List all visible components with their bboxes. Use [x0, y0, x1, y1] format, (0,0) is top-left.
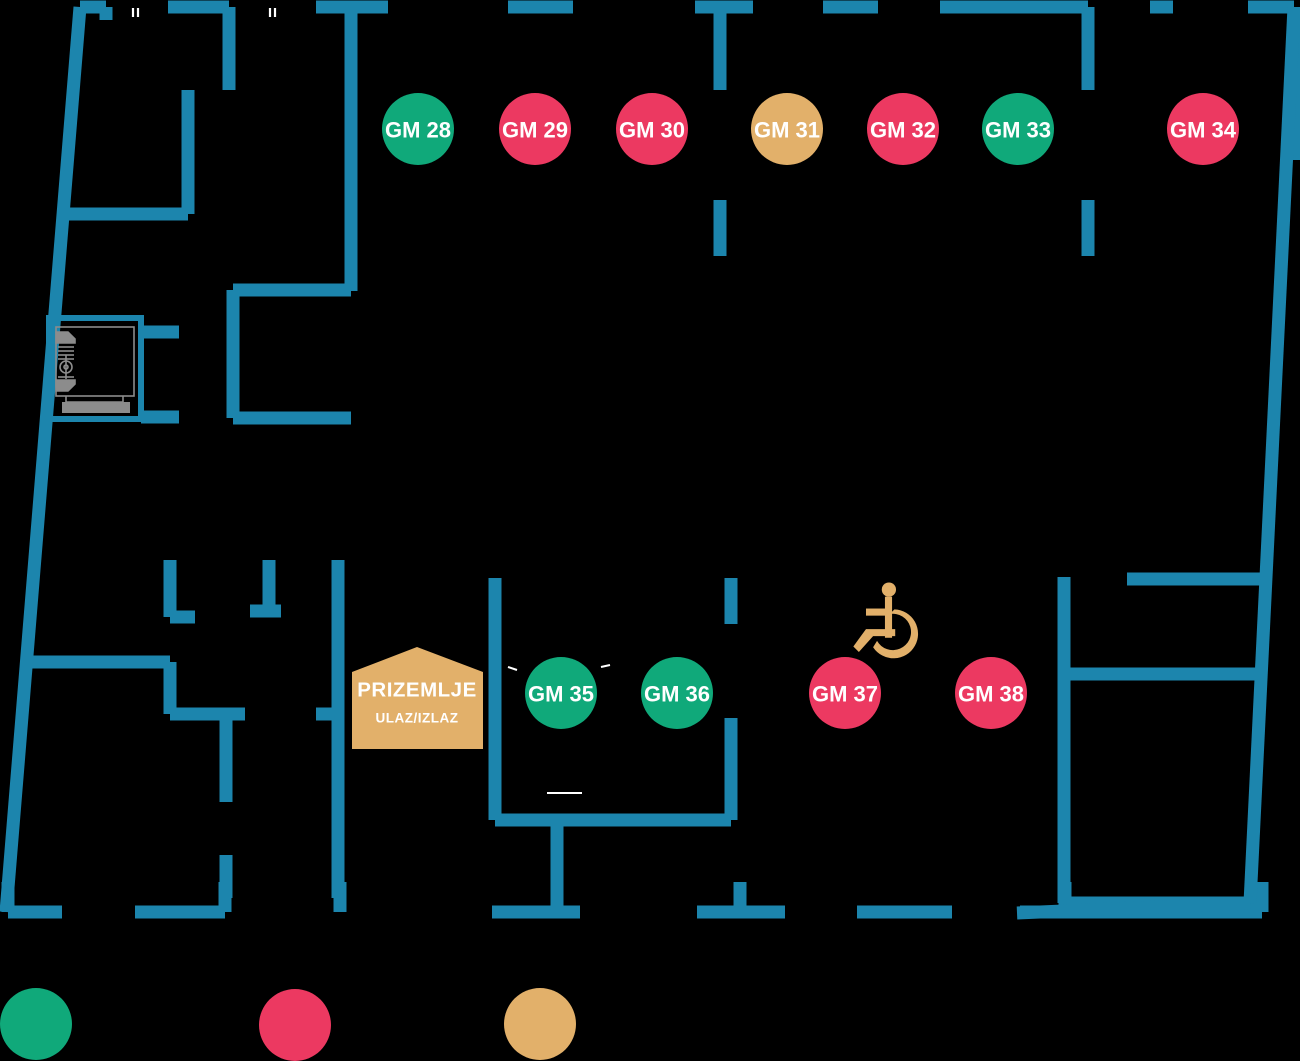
svg-text:GM 30: GM 30 [619, 118, 685, 143]
svg-text:GM 32: GM 32 [870, 118, 936, 143]
svg-text:PRIZEMLJE: PRIZEMLJE [357, 679, 477, 702]
svg-text:GM 29: GM 29 [502, 118, 568, 143]
svg-text:GM 36: GM 36 [644, 682, 710, 707]
svg-text:GM 28: GM 28 [385, 118, 451, 143]
svg-text:GM 37: GM 37 [812, 682, 878, 707]
svg-text:GM 31: GM 31 [754, 118, 820, 143]
svg-text:GM 35: GM 35 [528, 682, 594, 707]
svg-text:GM 33: GM 33 [985, 118, 1051, 143]
svg-text:ULAZ/IZLAZ: ULAZ/IZLAZ [376, 711, 459, 726]
svg-text:GM 34: GM 34 [1170, 118, 1237, 143]
svg-text:GM 38: GM 38 [958, 682, 1024, 707]
